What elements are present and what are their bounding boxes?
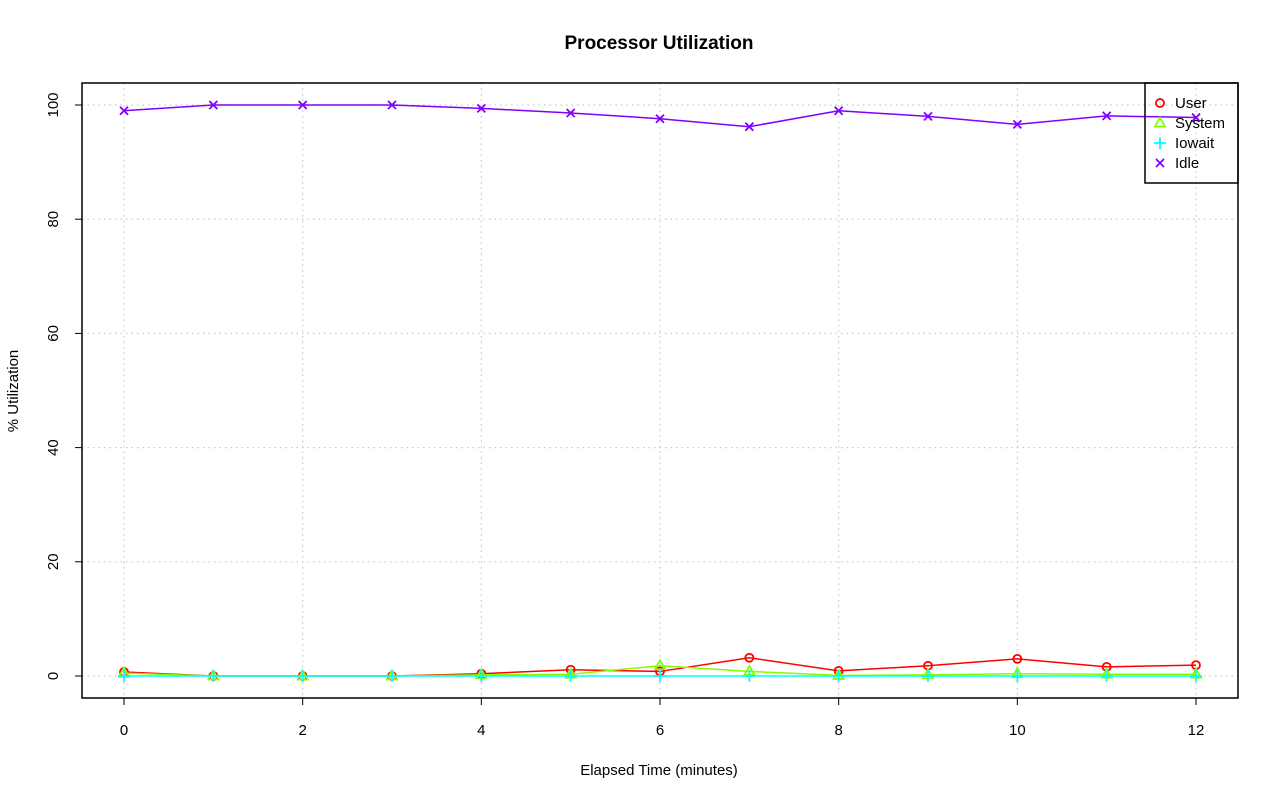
data-point-iowait [832, 670, 845, 682]
x-tick-label: 6 [656, 722, 664, 739]
data-point-iowait [743, 670, 756, 682]
legend-marker-iowait [1154, 137, 1166, 149]
legend-label-idle: Idle [1175, 155, 1199, 172]
data-point-idle [566, 108, 576, 118]
series-line-idle [123, 104, 1197, 128]
y-axis-label: % Utilization [5, 350, 22, 433]
data-point-idle [476, 103, 486, 114]
y-tick-label: 40 [45, 439, 62, 456]
data-point-idle [923, 111, 933, 122]
legend-label-user: User [1175, 95, 1207, 112]
legend-marker-system [1153, 115, 1167, 128]
legend-box [1144, 82, 1239, 184]
data-point-idle [208, 100, 218, 110]
y-tick-label: 100 [45, 92, 62, 117]
data-point-idle [655, 114, 665, 124]
legend-marker-user [1155, 98, 1165, 108]
legend-marker-idle [1155, 158, 1165, 168]
x-tick-label: 4 [477, 722, 485, 739]
chart-title: Processor Utilization [565, 33, 754, 54]
data-point-iowait [1190, 670, 1202, 682]
legend-label-system: System [1175, 115, 1225, 132]
x-tick-label: 12 [1188, 722, 1205, 739]
data-point-idle [119, 106, 129, 116]
data-point-idle [1191, 112, 1201, 123]
y-tick-label: 0 [45, 672, 62, 680]
data-point-iowait [475, 670, 488, 682]
data-point-iowait [564, 670, 577, 682]
data-point-iowait [296, 670, 309, 682]
data-point-idle [1102, 111, 1112, 121]
x-axis-label: Elapsed Time (minutes) [580, 762, 738, 779]
y-tick-label: 80 [45, 211, 62, 228]
x-tick-label: 0 [120, 722, 128, 739]
data-point-iowait [207, 670, 220, 682]
data-point-iowait [654, 670, 666, 682]
data-point-system [653, 658, 667, 671]
x-tick-label: 2 [298, 722, 306, 739]
data-point-idle [834, 106, 844, 116]
data-point-idle [1012, 119, 1022, 130]
data-point-idle [387, 100, 397, 110]
x-tick-label: 8 [834, 722, 842, 739]
data-point-idle [298, 100, 308, 110]
data-point-iowait [1011, 670, 1024, 682]
y-tick-label: 20 [45, 553, 62, 570]
grid [82, 83, 1238, 698]
data-point-idle [744, 122, 754, 132]
y-tick-label: 60 [45, 325, 62, 342]
data-point-iowait [1100, 670, 1113, 682]
data-point-user [1012, 653, 1023, 664]
legend: User System Iowait Idle [1144, 82, 1239, 184]
data-point-iowait [386, 670, 398, 682]
axes: 0 2 4 6 8 10 12 0 20 40 60 80 100 [45, 92, 1204, 739]
series-group [117, 100, 1203, 682]
x-tick-label: 10 [1009, 722, 1026, 739]
data-point-iowait [922, 670, 934, 682]
legend-label-iowait: Iowait [1175, 135, 1215, 152]
data-point-user [744, 652, 755, 663]
data-point-iowait [118, 670, 130, 682]
